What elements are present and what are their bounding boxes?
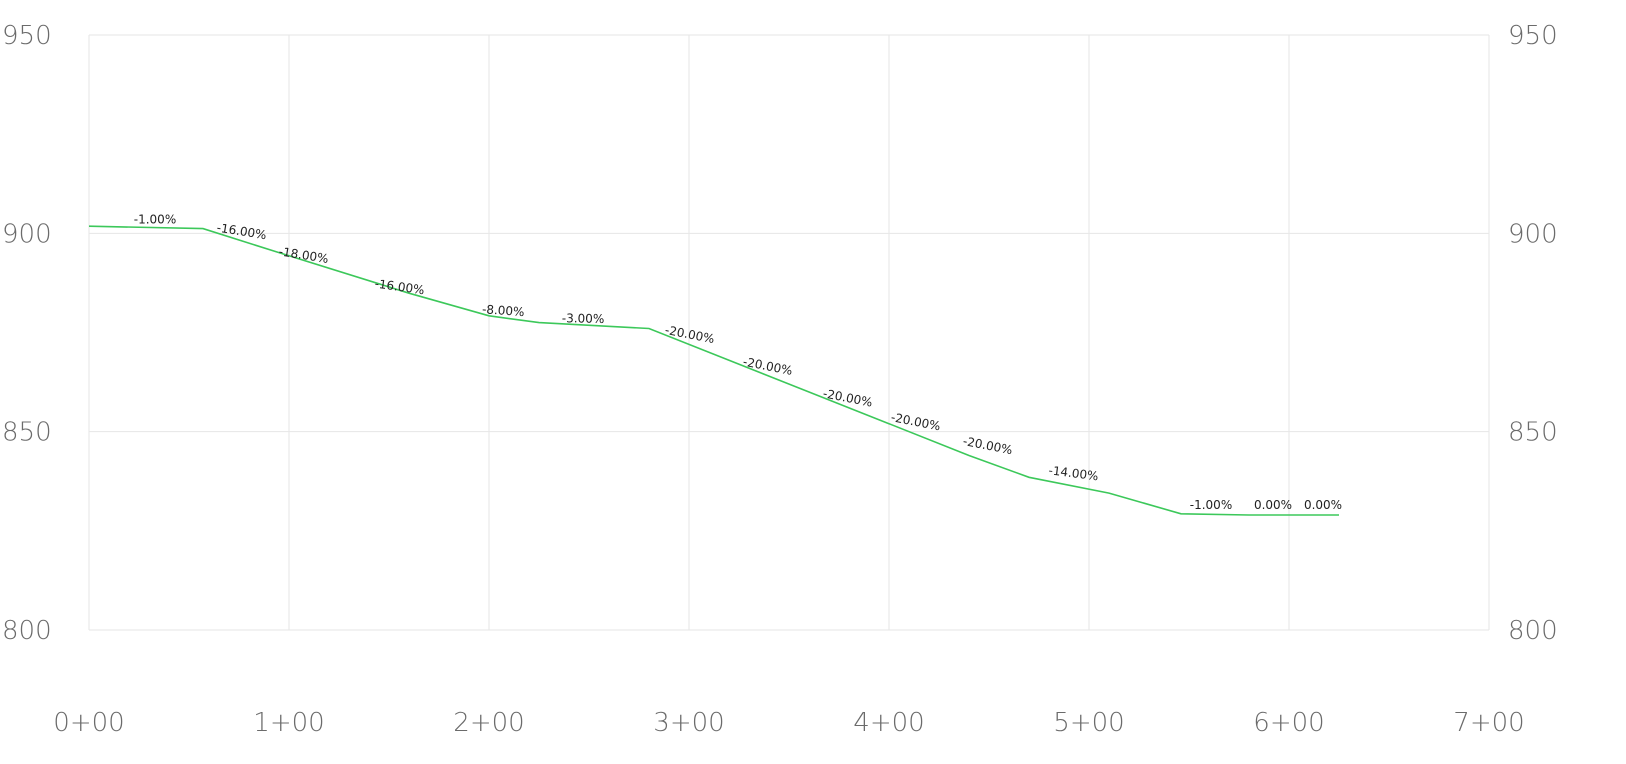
y-tick-label-right: 800 [1508, 616, 1558, 646]
grade-label: -20.00% [822, 386, 874, 409]
grade-label: -14.00% [1048, 463, 1099, 483]
grade-label: -16.00% [216, 221, 268, 243]
y-tick-label-left: 850 [2, 418, 52, 448]
profile-line-layer [88, 225, 1339, 516]
grade-label: -16.00% [374, 276, 426, 297]
x-tick-label: 7+00 [1453, 708, 1524, 738]
y-tick-label-right: 850 [1508, 418, 1558, 448]
grade-label: 0.00% [1304, 498, 1342, 512]
grade-label: -18.00% [278, 244, 330, 266]
y-tick-label-left: 900 [2, 219, 52, 249]
grade-label: -20.00% [742, 355, 794, 378]
profile-series-line [88, 225, 1339, 516]
grade-label: 0.00% [1254, 498, 1292, 512]
y-tick-label-left: 800 [2, 616, 52, 646]
x-tick-label: 1+00 [253, 708, 324, 738]
y-axis-right: 800 850 900 950 [1508, 21, 1558, 646]
x-tick-label: 4+00 [853, 708, 924, 738]
x-axis: 0+00 1+00 2+00 3+00 4+00 5+00 6+00 7+00 [53, 708, 1524, 738]
grade-label: -3.00% [562, 311, 605, 326]
x-tick-label: 3+00 [653, 708, 724, 738]
grade-label: -20.00% [890, 410, 942, 433]
x-tick-label: 5+00 [1053, 708, 1124, 738]
grade-label: -20.00% [962, 434, 1014, 457]
grade-label: -1.00% [1190, 498, 1232, 512]
grade-label: -8.00% [482, 302, 525, 319]
y-tick-label-right: 900 [1508, 219, 1558, 249]
x-tick-label: 2+00 [453, 708, 524, 738]
grade-label: -1.00% [134, 212, 176, 226]
y-tick-label-right: 950 [1508, 21, 1558, 51]
x-tick-label: 0+00 [53, 708, 124, 738]
grid-layer [88, 34, 1490, 631]
grade-label: -20.00% [664, 323, 716, 346]
x-tick-label: 6+00 [1253, 708, 1324, 738]
grade-labels: -1.00% -16.00% -18.00% -16.00% -8.00% -3.00% -… [134, 212, 1342, 512]
y-axis-left: 800 850 900 950 [2, 21, 52, 646]
y-tick-label-left: 950 [2, 21, 52, 51]
